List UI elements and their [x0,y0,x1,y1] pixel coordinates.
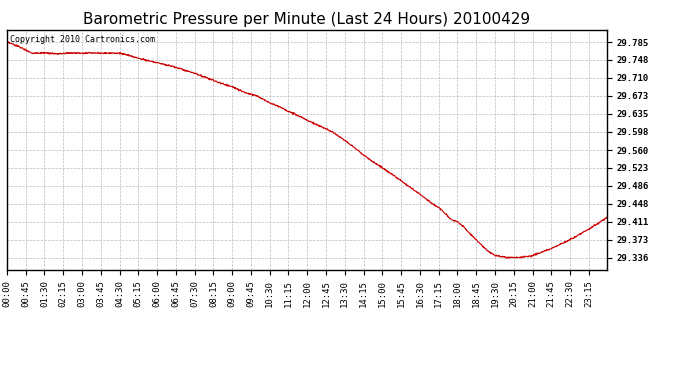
Text: Copyright 2010 Cartronics.com: Copyright 2010 Cartronics.com [10,35,155,44]
Title: Barometric Pressure per Minute (Last 24 Hours) 20100429: Barometric Pressure per Minute (Last 24 … [83,12,531,27]
